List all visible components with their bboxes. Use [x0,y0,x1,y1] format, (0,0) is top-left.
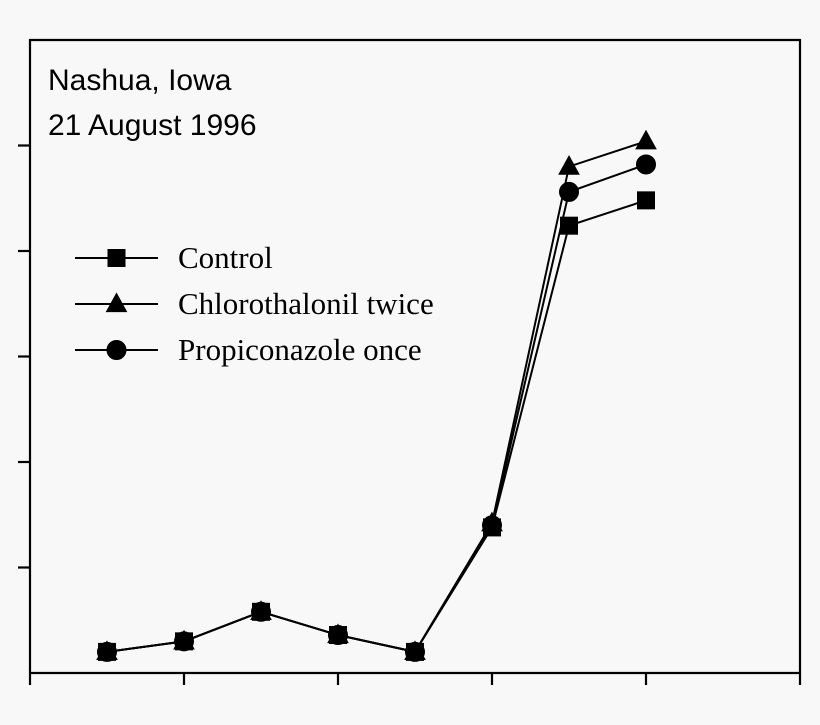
tick-group [18,144,802,685]
data-point-propiconazole-once-6 [559,181,579,202]
data-point-propiconazole-once-7 [636,154,656,175]
markers [96,129,657,662]
data-point-control-6 [560,216,578,235]
chart-title-line-2: 21 August 1996 [48,109,257,142]
legend-label-chlorothalonil-twice: Chlorothalonil twice [178,286,434,321]
legend: Control Chlorothalonil twice Propiconazole… [75,240,434,367]
data-point-propiconazole-once-1 [174,631,194,652]
legend-item-control: Control [75,240,273,275]
legend-item-chlorothalonil-twice: Chlorothalonil twice [75,286,434,321]
data-point-control-7 [637,191,655,210]
legend-label-control: Control [178,240,273,275]
legend-marker-chlorothalonil-twice [105,292,128,313]
data-point-propiconazole-once-3 [328,625,348,646]
data-point-chlorothalonil-twice-7 [635,129,657,150]
series-lines [106,140,647,654]
data-point-propiconazole-once-0 [97,641,117,662]
data-point-propiconazole-once-5 [482,515,502,536]
legend-marker-propiconazole-once [106,340,127,360]
legend-label-propiconazole-once: Propiconazole once [178,332,422,367]
data-point-propiconazole-once-2 [251,601,271,622]
data-point-propiconazole-once-4 [405,641,425,662]
chart-title-line-1: Nashua, Iowa [48,64,232,97]
legend-item-propiconazole-once: Propiconazole once [75,332,422,367]
data-point-chlorothalonil-twice-6 [558,155,580,175]
series-line-propiconazole-once [106,163,647,654]
legend-marker-control [107,249,126,267]
